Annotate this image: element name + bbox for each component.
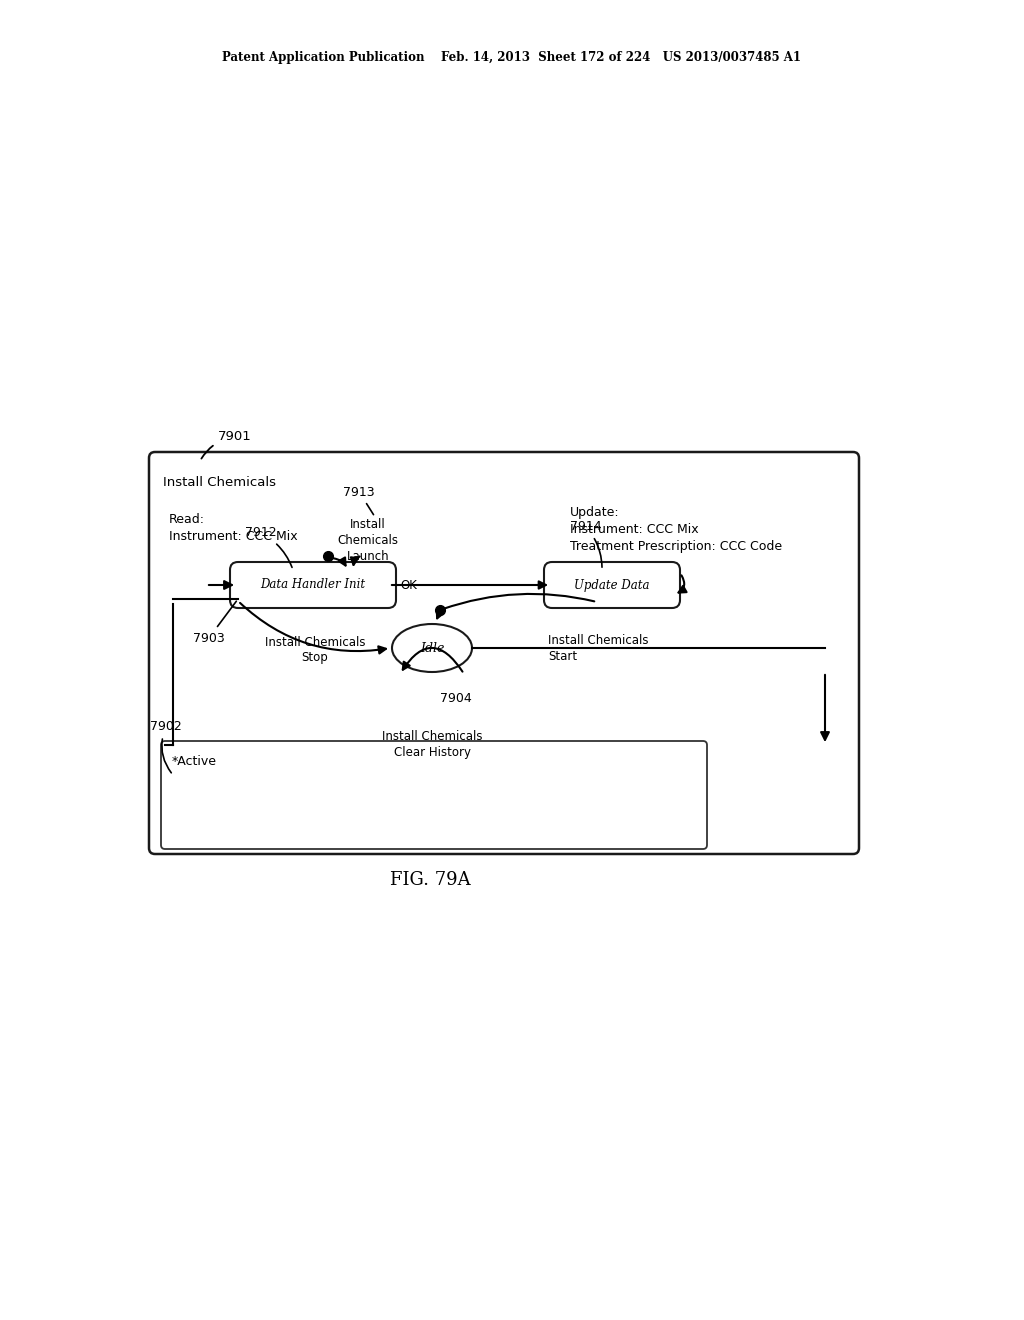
Text: Patent Application Publication    Feb. 14, 2013  Sheet 172 of 224   US 2013/0037: Patent Application Publication Feb. 14, …: [222, 51, 802, 65]
Text: 7904: 7904: [440, 692, 472, 705]
FancyBboxPatch shape: [161, 741, 707, 849]
FancyBboxPatch shape: [150, 451, 859, 854]
Text: 7903: 7903: [193, 601, 237, 644]
Text: Install Chemicals: Install Chemicals: [163, 477, 276, 488]
FancyArrowPatch shape: [402, 648, 463, 672]
FancyBboxPatch shape: [230, 562, 396, 609]
Text: *Active: *Active: [172, 755, 217, 768]
FancyArrowPatch shape: [679, 576, 686, 593]
Text: 7901: 7901: [202, 430, 252, 458]
Text: Read:
Instrument: CCC Mix: Read: Instrument: CCC Mix: [169, 513, 298, 543]
FancyBboxPatch shape: [544, 562, 680, 609]
Text: OK: OK: [400, 579, 417, 591]
Text: 7913: 7913: [343, 486, 375, 515]
Text: Install Chemicals
Stop: Install Chemicals Stop: [265, 635, 366, 664]
Text: Update Data: Update Data: [574, 578, 650, 591]
Text: 7902: 7902: [150, 721, 181, 772]
Text: Update:
Instrument: CCC Mix
Treatment Prescription: CCC Code: Update: Instrument: CCC Mix Treatment Pr…: [570, 506, 782, 553]
Text: Install
Chemicals
Launch: Install Chemicals Launch: [338, 517, 398, 564]
Text: Data Handler Init: Data Handler Init: [260, 578, 366, 591]
Text: Idle: Idle: [420, 642, 444, 655]
Text: 7912: 7912: [245, 527, 292, 568]
Text: Install Chemicals
Clear History: Install Chemicals Clear History: [382, 730, 482, 759]
Text: 7914: 7914: [570, 520, 602, 568]
Text: FIG. 79A: FIG. 79A: [390, 871, 470, 888]
Text: Install Chemicals
Start: Install Chemicals Start: [548, 634, 648, 663]
Ellipse shape: [392, 624, 472, 672]
